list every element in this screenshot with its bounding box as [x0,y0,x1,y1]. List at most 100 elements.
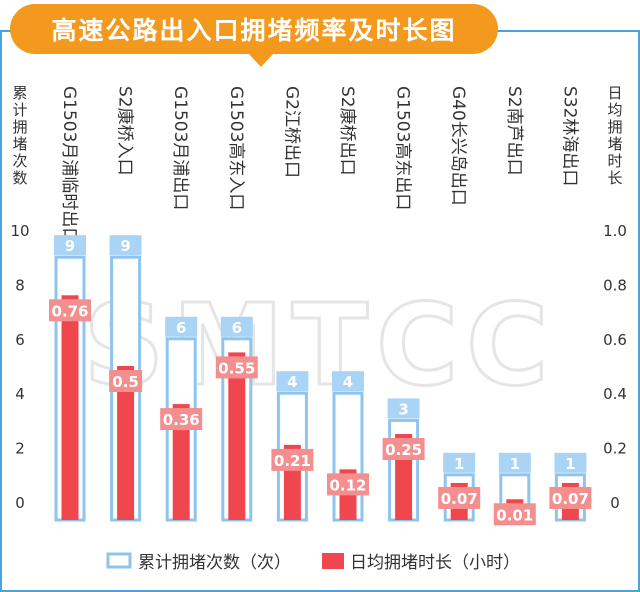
category-group: G1503月浦出口 6 0.36 [160,86,203,522]
right-tick-label: 0 [610,494,620,512]
chart-title: 高速公路出入口拥堵频率及时长图 [51,16,457,45]
duration-label-bg [493,503,536,526]
category-label: S2康桥入口 [115,86,135,176]
duration-label-bg [215,356,258,379]
left-tick-label: 2 [15,440,25,458]
legend: 累计拥堵次数（次） 日均拥堵时长（小时） [106,552,520,573]
count-label-bg [554,452,587,473]
count-value-label: 6 [176,319,186,337]
count-label-bg [443,452,476,473]
right-tick-label: 0.6 [603,331,627,349]
left-tick-label: 0 [15,494,25,512]
duration-value-label: 0.07 [441,490,478,508]
duration-value-label: 0.55 [218,359,255,377]
left-axis-title-char: 拥 [12,118,27,136]
category-group: G2江桥出口 4 0.21 [271,86,314,522]
duration-value-label: 0.21 [274,452,311,470]
category-group: S2康桥出口 4 0.12 [327,86,369,522]
title-banner: 高速公路出入口拥堵频率及时长图 [10,4,498,67]
right-axis-title-char: 均 [607,101,622,119]
count-value-label: 4 [343,373,353,391]
legend-count-swatch [106,552,132,569]
category-group: S2南芦出口 1 0.01 [493,86,536,526]
right-tick-label: 1.0 [603,222,627,240]
count-value-label: 4 [287,373,297,391]
right-axis-title-char: 长 [607,169,622,187]
left-axis-title: 累计拥堵次数 [12,84,27,187]
count-label-bg [109,235,142,256]
left-tick-label: 10 [10,222,29,240]
legend-duration-swatch [322,553,344,569]
title-pointer [248,53,274,67]
duration-label-bg [549,486,592,509]
count-value-label: 1 [565,455,575,473]
duration-value-label: 0.07 [552,490,589,508]
duration-value-label: 0.25 [385,441,422,459]
category-group: G1503高东入口 6 0.55 [215,86,258,522]
duration-value-label: 0.76 [51,302,88,320]
category-group: G1503高东出口 3 0.25 [382,86,425,522]
left-axis-title-char: 计 [12,101,27,119]
category-label: S2康桥出口 [337,86,357,176]
left-axis-title-char: 累 [12,84,27,102]
duration-bar [117,366,135,520]
legend-duration-label: 日均拥堵时长（小时） [350,553,520,573]
right-tick-label: 0.2 [603,440,627,458]
right-axis-title-char: 时 [607,152,622,170]
right-axis-title-char: 拥 [607,118,622,136]
count-label-bg [498,452,531,473]
count-value-label: 1 [454,455,464,473]
duration-bar [61,295,79,520]
right-axis-title-char: 堵 [607,135,622,153]
duration-value-label: 0.36 [163,411,200,429]
category-label: G2江桥出口 [281,86,301,178]
category-label: G1503月浦出口 [170,86,190,210]
duration-bar [172,404,190,520]
duration-label-bg [327,473,369,496]
count-value-label: 1 [510,455,520,473]
category-group: S2康桥入口 9 0.5 [109,86,143,522]
duration-label-bg [438,486,481,509]
category-label: S2南芦出口 [504,86,524,176]
count-label-bg [220,316,253,337]
count-value-label: 3 [398,400,408,418]
count-label-bg [387,398,420,419]
left-axis-title-char: 堵 [12,135,27,153]
category-group: S32林海出口 1 0.07 [549,86,592,522]
left-axis-title-char: 数 [12,169,27,187]
duration-label-bg [160,408,203,431]
category-label: S32林海出口 [559,86,579,186]
watermark-text: SMTCC [84,281,557,411]
duration-bar [228,352,246,520]
count-label-bg [54,235,86,256]
duration-label-bg [49,299,91,322]
count-label-bg [332,371,364,392]
title-pill: 高速公路出入口拥堵频率及时长图 [10,4,498,54]
duration-label-bg [109,370,143,392]
duration-value-label: 0.5 [112,373,139,391]
count-value-label: 9 [65,237,75,255]
count-label-bg [165,316,198,337]
category-label: G40长兴岛出口 [448,86,468,206]
count-value-label: 9 [120,237,130,255]
category-label: G1503月浦临时出口 [59,86,79,244]
right-tick-label: 0.8 [603,276,627,294]
category-group: G40长兴岛出口 1 0.07 [438,86,481,522]
right-axis-title: 日均拥堵时长 [607,84,622,187]
chart-frame [0,30,640,592]
duration-label-bg [382,438,425,460]
duration-value-label: 0.12 [329,476,366,494]
duration-label-bg [271,448,314,471]
duration-value-label: 0.01 [496,506,533,524]
right-tick-label: 0.4 [603,385,627,403]
left-tick-label: 8 [15,276,25,294]
category-label: G1503高东出口 [393,86,413,210]
right-axis-title-char: 日 [607,84,622,102]
count-value-label: 6 [232,319,242,337]
legend-count-label: 累计拥堵次数（次） [138,553,291,573]
left-tick-label: 6 [15,331,25,349]
left-axis-title-char: 次 [12,152,27,170]
count-label-bg [276,371,309,392]
